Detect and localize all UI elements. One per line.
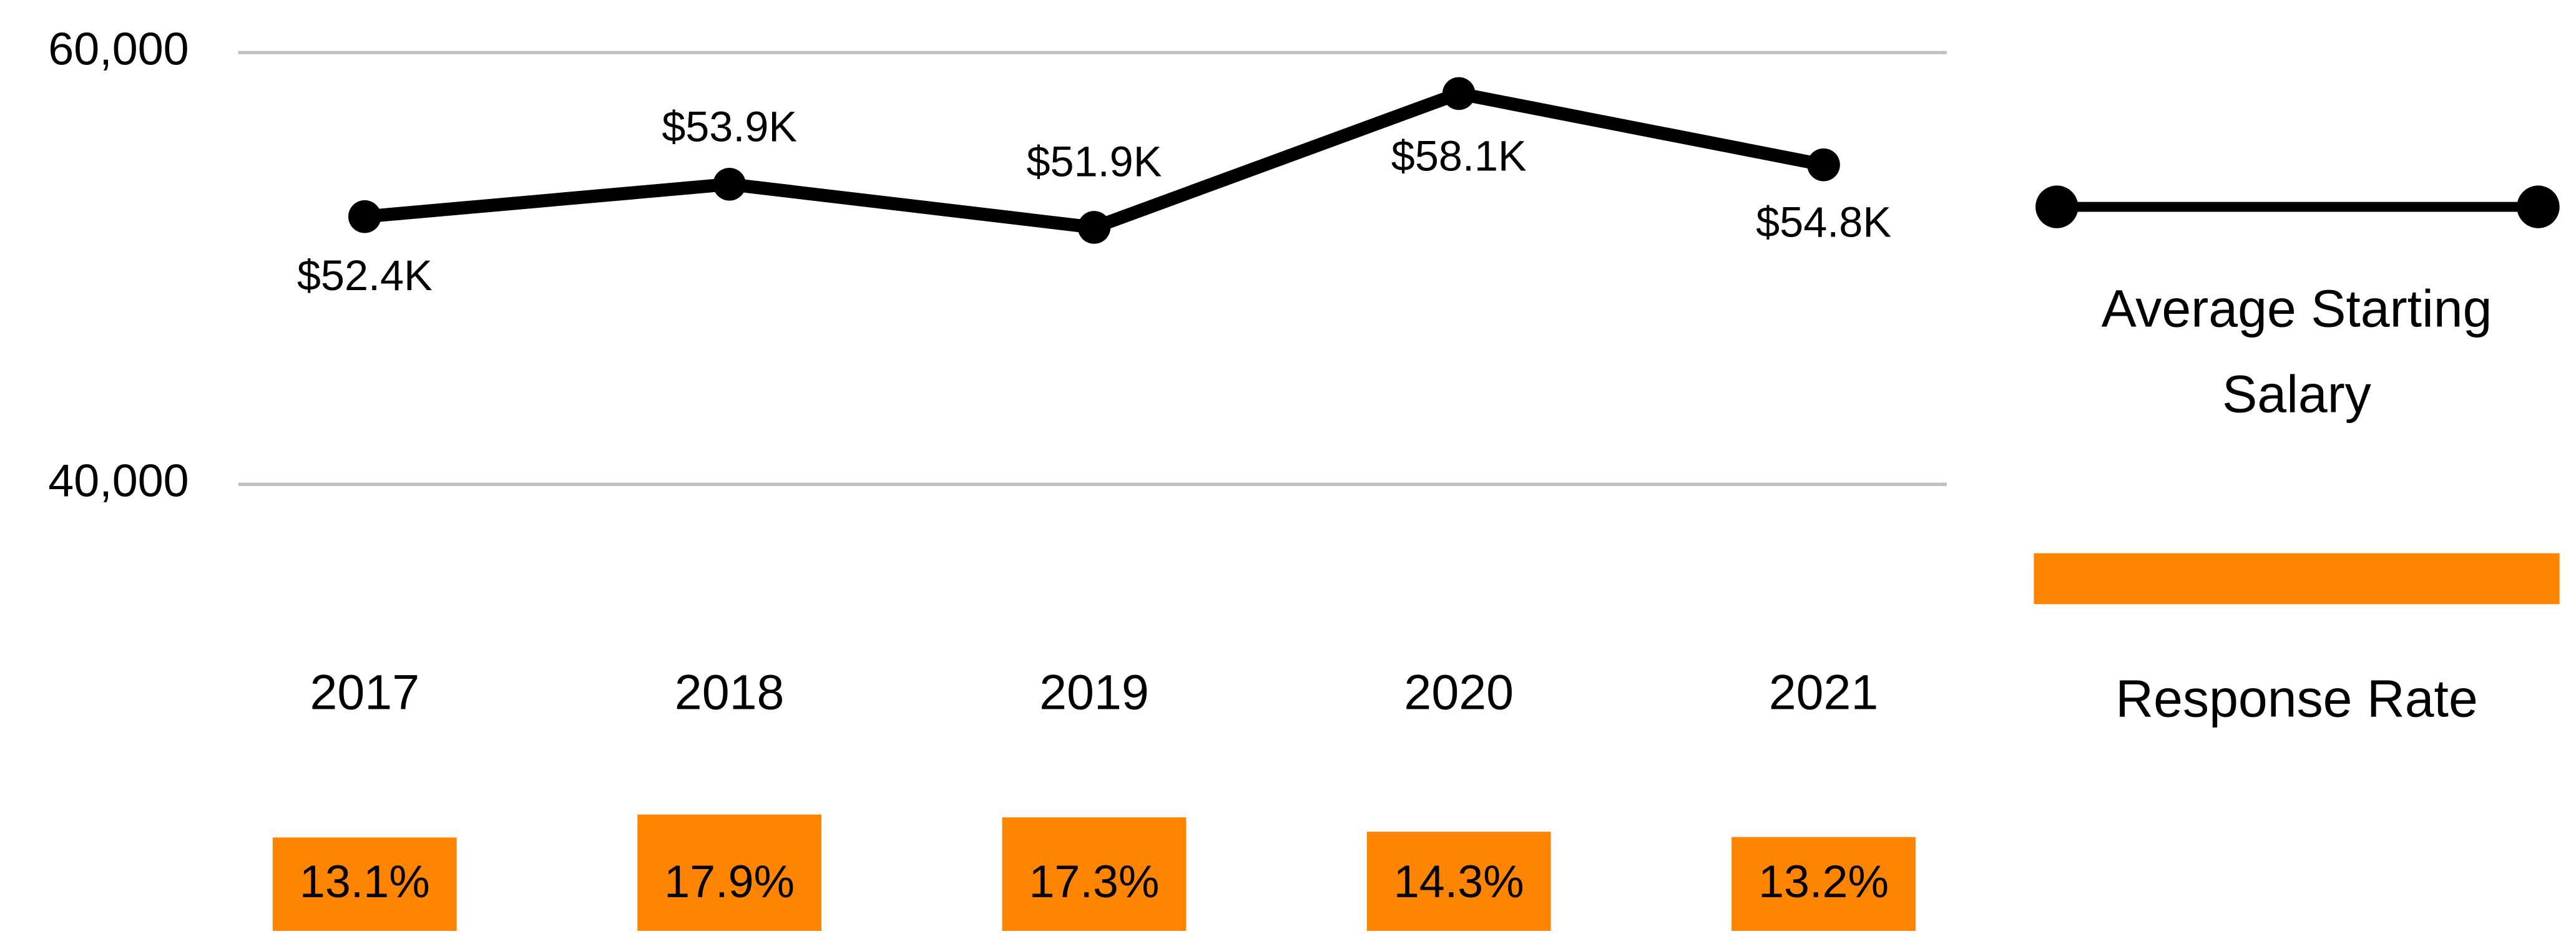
response-bar xyxy=(272,837,457,931)
x-tick-label: 2020 xyxy=(1404,665,1514,720)
response-bar xyxy=(637,814,822,931)
legend-label: Average Starting Salary xyxy=(2101,279,2492,424)
legend-swatch xyxy=(2034,553,2560,605)
y-tick-label: 40,000 xyxy=(48,455,189,507)
bar-label: 13.1% xyxy=(300,855,430,907)
x-tick-label: 2017 xyxy=(310,665,419,720)
x-tick-label: 2018 xyxy=(675,665,785,720)
data-label: $52.4K xyxy=(297,252,433,299)
legend-marker xyxy=(2517,185,2560,228)
salary-point xyxy=(713,167,746,201)
response-bar xyxy=(1731,837,1916,931)
data-label: $53.9K xyxy=(662,104,797,151)
bar-label: 17.9% xyxy=(664,855,795,907)
y-tick-label: 60,000 xyxy=(48,23,189,75)
x-tick-label: 2021 xyxy=(1769,665,1879,720)
bar-label: 14.3% xyxy=(1394,855,1524,907)
x-tick-label: 2019 xyxy=(1039,665,1149,720)
salary-point xyxy=(1077,211,1111,244)
bar-label: 13.2% xyxy=(1758,855,1889,907)
legend-marker xyxy=(2035,185,2079,228)
data-label: $54.8K xyxy=(1756,199,1891,246)
salary-point xyxy=(1807,148,1840,182)
legend-label-box: Average Starting Salary xyxy=(2101,279,2492,424)
bar-label: 17.3% xyxy=(1029,855,1159,907)
salary-point xyxy=(348,200,381,233)
legend-label: Response Rate xyxy=(2115,669,2477,727)
data-label: $58.1K xyxy=(1391,132,1527,180)
data-label: $51.9K xyxy=(1027,139,1162,186)
response-bar xyxy=(1366,832,1551,931)
salary-point xyxy=(1442,77,1476,110)
response-bar xyxy=(1002,817,1187,931)
